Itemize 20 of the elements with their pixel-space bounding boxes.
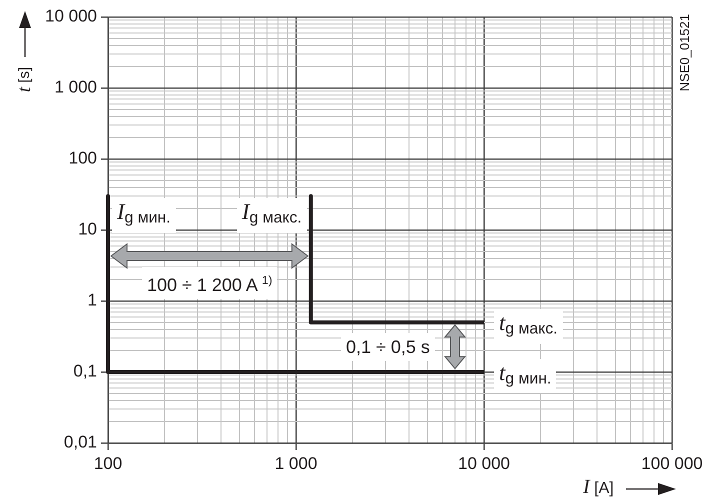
y-tick-label: 0,1 [73,362,97,381]
annotation: t$_{g макс.}$ [499,310,558,338]
y-tick-label: 1 000 [54,78,97,97]
x-tick-label: 10 000 [458,454,510,473]
x-tick-label: 1 000 [274,454,318,473]
y-tick-label: 100 [68,148,97,168]
y-tick-label: 1 [88,290,97,310]
y-axis-title: t [s] [14,67,36,92]
y-tick-label: 0,01 [64,432,97,452]
x-tick-label: 100 [94,454,122,473]
x-tick-label: 100 000 [641,454,703,473]
annotation: I$_{g мин.}$ [117,199,171,227]
annotation: 100 ÷ 1 200 A $^{1)}$ [142,267,278,300]
y-tick-label: 10 000 [45,6,97,26]
annotation: 0,1 ÷ 0,5 s [341,333,435,362]
x-axis-title: I [A] [583,476,614,498]
annotation: t$_{g мин.}$ [499,360,552,388]
y-tick-label: 10 [78,220,97,239]
text: NSE0_01521 [677,14,692,92]
annotation: I$_{g макс.}$ [242,199,302,227]
